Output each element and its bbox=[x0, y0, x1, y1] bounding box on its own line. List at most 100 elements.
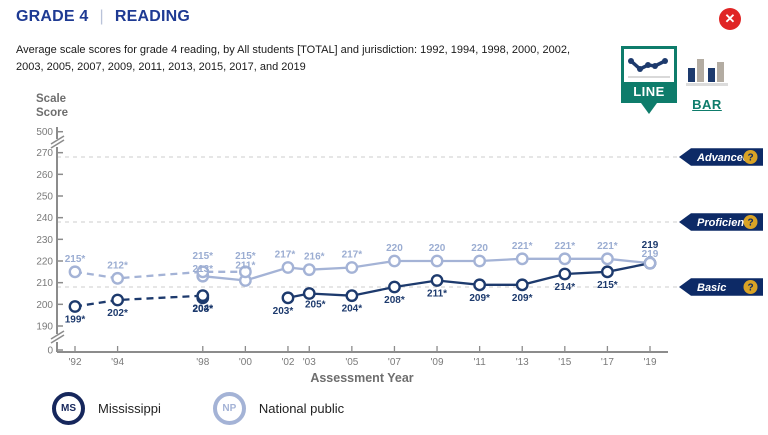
data-point-national-public-dashed-1992[interactable] bbox=[68, 265, 82, 279]
axis-break-mask bbox=[53, 334, 61, 342]
data-point-national-public-solid-2003[interactable] bbox=[302, 263, 316, 277]
series-line-mississippi-dashed bbox=[74, 294, 203, 308]
data-point-national-public-dashed-2000[interactable] bbox=[238, 265, 252, 279]
bar-chart-button[interactable]: BAR bbox=[684, 54, 730, 112]
achievement-badge-proficient: Proficient? bbox=[679, 213, 763, 231]
data-point-mississippi-solid-2017[interactable] bbox=[601, 265, 614, 279]
data-point-national-public-solid-2007[interactable] bbox=[388, 254, 401, 268]
data-point-mississippi-solid-2007[interactable] bbox=[388, 280, 401, 294]
x-tick-label: '07 bbox=[388, 357, 401, 368]
axis-break-mask bbox=[53, 139, 61, 147]
axis-break-mark bbox=[50, 330, 65, 340]
help-icon-advanced[interactable]: ? bbox=[743, 149, 758, 164]
x-tick-label: '19 bbox=[643, 357, 656, 368]
data-point-mississippi-solid-2005[interactable] bbox=[345, 289, 359, 303]
question-mark-icon: ? bbox=[747, 283, 753, 294]
data-point-national-public-solid-2005[interactable] bbox=[345, 261, 359, 274]
x-tick-label: '15 bbox=[558, 357, 571, 368]
axis-break-mark bbox=[50, 135, 65, 145]
subject-title: READING bbox=[114, 8, 191, 25]
value-label-mississippi-solid-2007: 208* bbox=[384, 295, 405, 306]
help-icon-basic[interactable]: ? bbox=[743, 279, 758, 294]
x-tick-label: '17 bbox=[601, 357, 614, 368]
grade-title: GRADE 4 bbox=[16, 8, 89, 25]
y-tick-label: 230 bbox=[36, 235, 53, 246]
badge-label: Basic bbox=[697, 282, 726, 294]
y-tick-label: 190 bbox=[36, 321, 53, 332]
data-point-mississippi-solid-2011[interactable] bbox=[473, 278, 487, 292]
data-point-mississippi-solid-2015[interactable] bbox=[558, 267, 572, 281]
value-label-national-public-solid-2015: 221* bbox=[555, 241, 576, 252]
value-label-national-public-solid-2007: 220 bbox=[386, 243, 403, 254]
value-label-national-public-solid-1998: 213* bbox=[192, 264, 213, 275]
data-point-mississippi-solid-2009[interactable] bbox=[430, 274, 444, 287]
value-label-national-public-dashed-1994: 212* bbox=[107, 260, 128, 271]
bar-button-label: BAR bbox=[692, 97, 722, 112]
value-label-national-public-solid-2005: 217* bbox=[342, 249, 363, 260]
value-label-national-public-solid-2017: 221* bbox=[597, 241, 618, 252]
x-tick-label: '05 bbox=[345, 357, 358, 368]
line-chart-icon bbox=[624, 49, 674, 82]
mississippi-series-icon: MS bbox=[52, 392, 85, 425]
x-tick-label: '00 bbox=[239, 357, 252, 368]
value-label-national-public-dashed-1998: 215* bbox=[192, 251, 213, 262]
data-point-national-public-dashed-1998[interactable] bbox=[196, 265, 210, 279]
achievement-badge-advanced: Advanced? bbox=[679, 148, 763, 166]
data-point-national-public-dashed-1994[interactable] bbox=[111, 271, 124, 285]
question-mark-icon: ? bbox=[747, 153, 753, 164]
bar-chart-icon bbox=[685, 59, 729, 92]
x-tick-label: '98 bbox=[196, 357, 209, 368]
y-tick-label: 200 bbox=[36, 300, 53, 311]
value-label-national-public-dashed-2000: 215* bbox=[235, 251, 256, 262]
badge-label: Proficient bbox=[697, 217, 749, 229]
line-chart-selected-box: LINE bbox=[621, 46, 677, 103]
value-label-mississippi-solid-2002: 203* bbox=[273, 306, 294, 317]
data-point-mississippi-solid-2003[interactable] bbox=[302, 287, 316, 300]
data-point-national-public-solid-2013[interactable] bbox=[515, 252, 529, 266]
value-label-mississippi-solid-2019: 219 bbox=[642, 240, 659, 251]
series-line-national-public-dashed bbox=[74, 270, 246, 280]
question-mark-icon: ? bbox=[747, 218, 753, 229]
close-button[interactable]: ✕ bbox=[719, 8, 741, 30]
legend-label: National public bbox=[258, 401, 345, 416]
axis-break-mark bbox=[50, 334, 65, 344]
value-label-mississippi-solid-2011: 209* bbox=[469, 293, 490, 304]
value-label-mississippi-solid-2009: 211* bbox=[427, 288, 447, 299]
data-point-national-public-solid-2009[interactable] bbox=[430, 254, 444, 268]
value-label-national-public-solid-2000: 211* bbox=[235, 260, 255, 271]
x-tick-label: '11 bbox=[473, 357, 486, 368]
data-point-mississippi-dashed-1994[interactable] bbox=[111, 293, 124, 307]
title-divider: | bbox=[99, 8, 104, 25]
chart-legend: MS Mississippi NP National public bbox=[52, 392, 396, 425]
value-label-mississippi-solid-1998: 203* bbox=[192, 304, 213, 315]
data-point-mississippi-solid-2002[interactable] bbox=[281, 291, 295, 305]
data-point-national-public-solid-2015[interactable] bbox=[558, 252, 572, 266]
value-label-national-public-solid-2013: 221* bbox=[512, 241, 533, 252]
line-chart-button[interactable]: LINE bbox=[621, 46, 677, 114]
help-icon-proficient[interactable]: ? bbox=[743, 214, 758, 229]
x-tick-label: '92 bbox=[68, 357, 81, 368]
legend-abbr: NP bbox=[222, 403, 237, 414]
data-point-mississippi-solid-2013[interactable] bbox=[515, 278, 529, 292]
value-label-national-public-solid-2003: 216* bbox=[304, 252, 325, 263]
data-point-mississippi-dashed-1998[interactable] bbox=[196, 289, 210, 303]
value-label-national-public-solid-2002: 217* bbox=[275, 249, 296, 260]
data-point-national-public-solid-2011[interactable] bbox=[473, 254, 487, 268]
axis-break-mark bbox=[50, 139, 65, 149]
y-tick-label: 250 bbox=[36, 191, 53, 202]
series-line-national-public-solid bbox=[202, 257, 651, 282]
x-tick-label: '13 bbox=[516, 357, 529, 368]
y-tick-label: 500 bbox=[36, 127, 53, 138]
y-tick-label: 220 bbox=[36, 256, 53, 267]
value-label-national-public-dashed-1992: 215* bbox=[65, 254, 86, 265]
y-tick-label: 240 bbox=[36, 213, 53, 224]
x-tick-label: '02 bbox=[281, 357, 294, 368]
page-title: GRADE 4 | READING bbox=[16, 8, 190, 26]
value-label-national-public-solid-2011: 220 bbox=[471, 243, 488, 254]
data-point-mississippi-dashed-1992[interactable] bbox=[68, 300, 82, 313]
value-label-mississippi-solid-2003: 205* bbox=[305, 299, 326, 310]
data-point-national-public-solid-2017[interactable] bbox=[601, 252, 614, 266]
data-point-national-public-solid-2019[interactable] bbox=[643, 256, 657, 270]
data-point-national-public-solid-2002[interactable] bbox=[281, 261, 295, 274]
